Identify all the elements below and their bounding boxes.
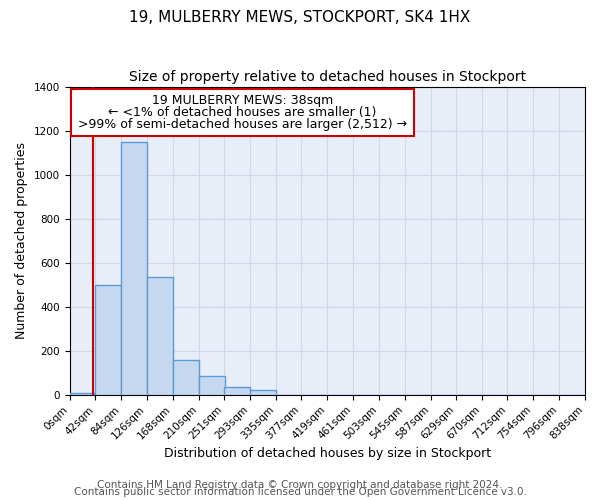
Bar [121, 142, 147, 395]
Bar [224, 387, 250, 395]
Bar [199, 376, 224, 395]
Bar [147, 277, 173, 395]
Text: 19, MULBERRY MEWS, STOCKPORT, SK4 1HX: 19, MULBERRY MEWS, STOCKPORT, SK4 1HX [130, 10, 470, 25]
Title: Size of property relative to detached houses in Stockport: Size of property relative to detached ho… [129, 70, 526, 84]
Y-axis label: Number of detached properties: Number of detached properties [15, 142, 28, 339]
Text: >99% of semi-detached houses are larger (2,512) →: >99% of semi-detached houses are larger … [78, 118, 407, 131]
X-axis label: Distribution of detached houses by size in Stockport: Distribution of detached houses by size … [164, 447, 491, 460]
Text: ← <1% of detached houses are smaller (1): ← <1% of detached houses are smaller (1) [108, 106, 377, 119]
Text: Contains HM Land Registry data © Crown copyright and database right 2024.: Contains HM Land Registry data © Crown c… [97, 480, 503, 490]
Text: 19 MULBERRY MEWS: 38sqm: 19 MULBERRY MEWS: 38sqm [152, 94, 333, 107]
Text: Contains public sector information licensed under the Open Government Licence v3: Contains public sector information licen… [74, 487, 526, 497]
Bar [95, 285, 121, 395]
Bar [173, 360, 199, 395]
Bar [71, 89, 414, 136]
Bar [70, 392, 95, 395]
Bar [250, 390, 275, 395]
